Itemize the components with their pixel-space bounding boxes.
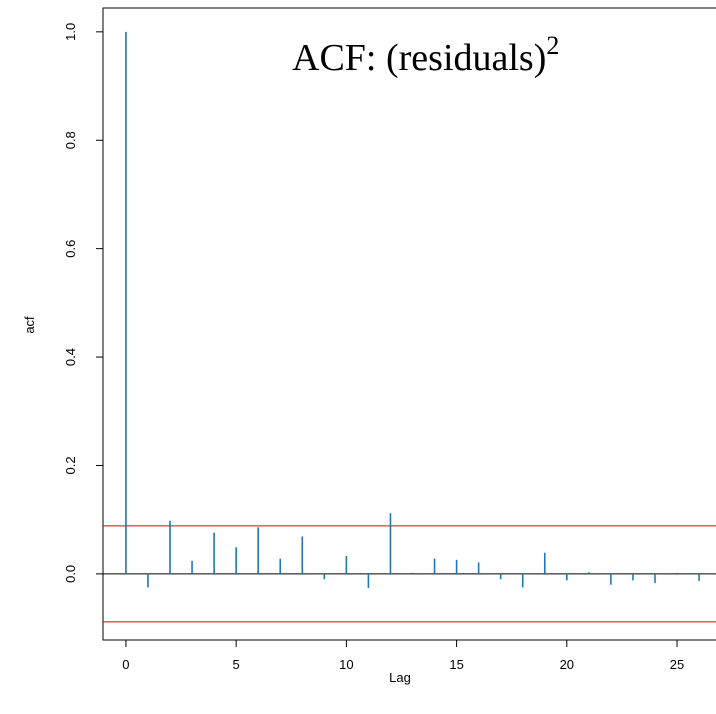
x-tick-label: 0 (122, 657, 129, 672)
plot-frame (102, 7, 716, 641)
y-tick-label: 1.0 (63, 23, 78, 41)
y-tick-label: 0.0 (63, 565, 78, 583)
title-text: ACF: (residuals) (292, 37, 546, 79)
x-tick-label: 10 (339, 657, 353, 672)
y-tick-label: 0.4 (63, 348, 78, 366)
title-superscript: 2 (546, 31, 559, 60)
y-axis-label: acf (22, 316, 37, 334)
y-tick-label: 0.6 (63, 240, 78, 258)
x-axis-label: Lag (389, 670, 411, 685)
chart-title: ACF: (residuals)2 (292, 31, 559, 79)
x-tick-label: 25 (670, 657, 684, 672)
x-tick-label: 5 (233, 657, 240, 672)
x-tick-label: 15 (449, 657, 463, 672)
x-tick-label: 20 (560, 657, 574, 672)
y-tick-label: 0.2 (63, 456, 78, 474)
y-tick-label: 0.8 (63, 131, 78, 149)
